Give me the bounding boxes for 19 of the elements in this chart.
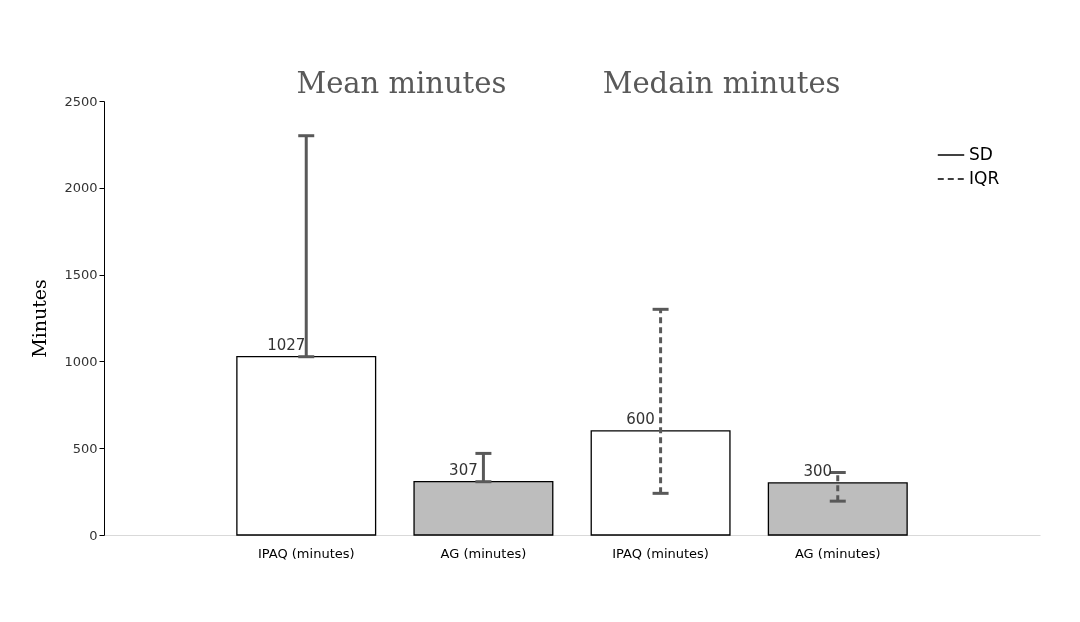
data-label: 1027 [267, 335, 306, 354]
data-label: 307 [449, 460, 478, 479]
data-label: 300 [803, 461, 833, 480]
text: Mean minutes [296, 66, 507, 100]
x-tick-label: AG (minutes) [794, 545, 881, 561]
legend-label: SD [969, 144, 993, 164]
y-tick-label: 2500 [64, 93, 98, 109]
x-tick-label: IPAQ (minutes) [612, 545, 709, 561]
y-tick-label: 0 [89, 527, 98, 543]
legend-label: IQR [969, 168, 1000, 188]
x-tick-label: AG (minutes) [440, 545, 527, 561]
data-label: 600 [626, 409, 655, 428]
y-tick-label: 1000 [64, 353, 98, 369]
y-axis-title: Minutes [28, 279, 51, 358]
y-tick-label: 1500 [64, 267, 98, 283]
text: Medain minutes [602, 66, 841, 100]
x-tick-label: IPAQ (minutes) [257, 545, 355, 561]
y-tick-label: 2000 [64, 180, 98, 196]
y-tick-label: 500 [72, 440, 98, 456]
